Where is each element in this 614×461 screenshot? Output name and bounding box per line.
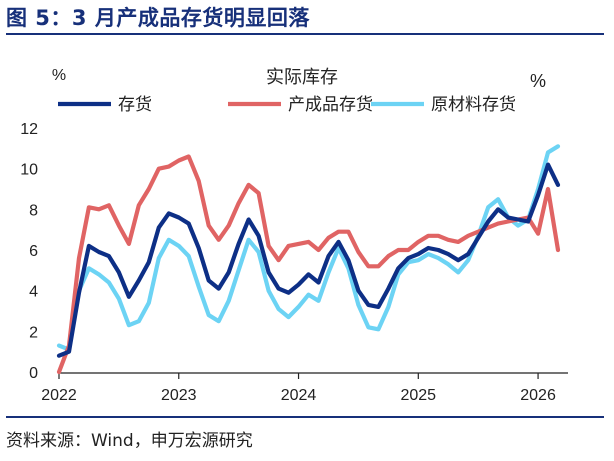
y-tick-label: 10 xyxy=(20,162,38,179)
y-tick-label: 12 xyxy=(20,121,38,138)
legend-label: 产成品存货 xyxy=(288,95,373,115)
y-tick-label: 2 xyxy=(29,324,38,341)
left-axis-unit: % xyxy=(52,67,66,84)
y-axis-ticks: 0 2 4 6 8 10 12 xyxy=(20,121,38,382)
chart-legend: 存货 产成品存货 原材料存货 xyxy=(58,95,516,115)
chart-subtitle: 实际库存 xyxy=(266,67,338,88)
x-tick-label: 2026 xyxy=(520,387,556,404)
y-tick-label: 8 xyxy=(29,202,38,219)
x-axis-ticks: 2022 2023 2024 2025 2026 xyxy=(41,373,556,404)
y-tick-label: 0 xyxy=(29,365,38,382)
inventory-line-chart: 存货 产成品存货 原材料存货 实际库存 % % 0 2 4 6 8 10 12 2022 2023… xyxy=(20,67,568,404)
x-tick-label: 2025 xyxy=(400,387,436,404)
y-tick-label: 4 xyxy=(29,284,38,301)
source-note: 资料来源：Wind，申万宏源研究 xyxy=(6,431,253,451)
y-tick-label: 6 xyxy=(29,243,38,260)
legend-label: 原材料存货 xyxy=(431,95,516,115)
x-tick-label: 2023 xyxy=(161,387,197,404)
series-line-2 xyxy=(56,144,561,352)
title-divider xyxy=(6,33,604,35)
series-line-1 xyxy=(56,154,561,375)
figure-title: 图 5：3 月产成品存货明显回落 xyxy=(6,6,310,30)
right-axis-unit: % xyxy=(530,71,546,91)
legend-label: 存货 xyxy=(118,95,152,115)
series-lines xyxy=(56,144,561,375)
x-tick-label: 2022 xyxy=(41,387,77,404)
x-tick-label: 2024 xyxy=(281,387,317,404)
source-divider xyxy=(6,416,604,418)
series-line-0 xyxy=(56,162,561,358)
